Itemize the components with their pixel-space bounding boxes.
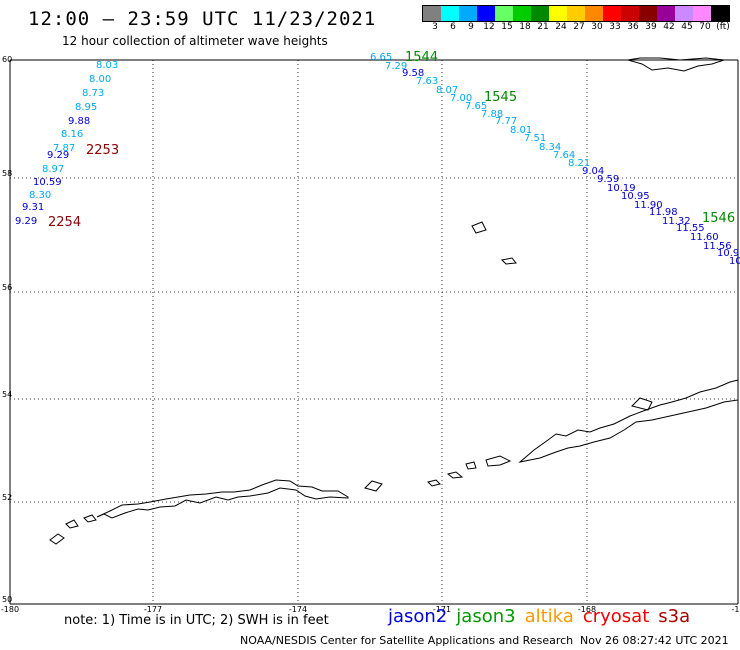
wave-height-value: 10	[729, 256, 740, 267]
wave-height-value: 8.16	[61, 129, 83, 140]
credit-timestamp: Nov 26 08:27:42 UTC 2021	[580, 634, 729, 647]
wave-height-value: 10.59	[33, 177, 62, 188]
alaska-peninsula-coast	[97, 480, 348, 518]
mission-altika: altika	[525, 606, 574, 627]
mission-cryosat: cryosat	[583, 606, 649, 627]
fox-islands-coast	[428, 456, 510, 486]
axis-labels: 60 58 56 54 52 50-180 -177 -174 -171 -168 -16	[1, 55, 740, 614]
st-matthew-island-coast	[502, 258, 516, 264]
lat-tick-label: 50	[2, 595, 12, 604]
mission-legend: jason2 jason3 altika cryosat s3a	[388, 606, 699, 627]
altimeter-tracks: 8.038.008.738.959.888.167.879.298.9710.5…	[15, 50, 740, 267]
western-aleutian-coast	[50, 515, 96, 544]
wave-height-value: 8.03	[96, 60, 118, 71]
wave-height-value: 8.00	[89, 74, 111, 85]
wave-height-value: 8.97	[42, 164, 64, 175]
wave-height-value: 8.73	[82, 88, 104, 99]
wave-height-value: 9.29	[47, 150, 69, 161]
map-canvas: 8.038.008.738.959.888.167.879.298.9710.5…	[0, 0, 740, 650]
wave-height-value: 8.30	[29, 190, 51, 201]
footer-note: note: 1) Time is in UTC; 2) SWH is in fe…	[64, 613, 329, 628]
wave-height-value: 7.63	[416, 76, 438, 87]
credit-line: NOAA/NESDIS Center for Satellite Applica…	[240, 634, 573, 647]
pass-time-label: 1546	[702, 211, 735, 226]
mission-jason3: jason3	[456, 606, 515, 627]
pass-time-label: 2253	[86, 143, 119, 158]
lat-tick-label: 60	[2, 55, 12, 64]
wave-height-value: 8.95	[75, 102, 97, 113]
pass-time-label: 1545	[484, 90, 517, 105]
map-grid	[10, 60, 738, 604]
pass-time-label: 1544	[405, 50, 438, 65]
lat-tick-label: 56	[2, 283, 12, 292]
aleutian-range-coast	[520, 380, 738, 462]
kodiak-coast	[632, 398, 652, 410]
pass-time-label: 2254	[48, 215, 81, 230]
mission-jason2: jason2	[388, 606, 447, 627]
lon-tick-label: -16	[731, 605, 740, 614]
wave-height-value: 9.31	[22, 202, 44, 213]
pribilof-island-coast	[472, 222, 486, 233]
unimak-coast	[365, 481, 382, 491]
lat-tick-label: 52	[2, 493, 12, 502]
wave-height-value: 9.88	[68, 116, 90, 127]
mission-s3a: s3a	[658, 606, 690, 627]
lat-tick-label: 54	[2, 390, 12, 399]
lon-tick-label: -180	[1, 605, 19, 614]
lat-tick-label: 58	[2, 169, 12, 178]
wave-height-value: 9.29	[15, 216, 37, 227]
